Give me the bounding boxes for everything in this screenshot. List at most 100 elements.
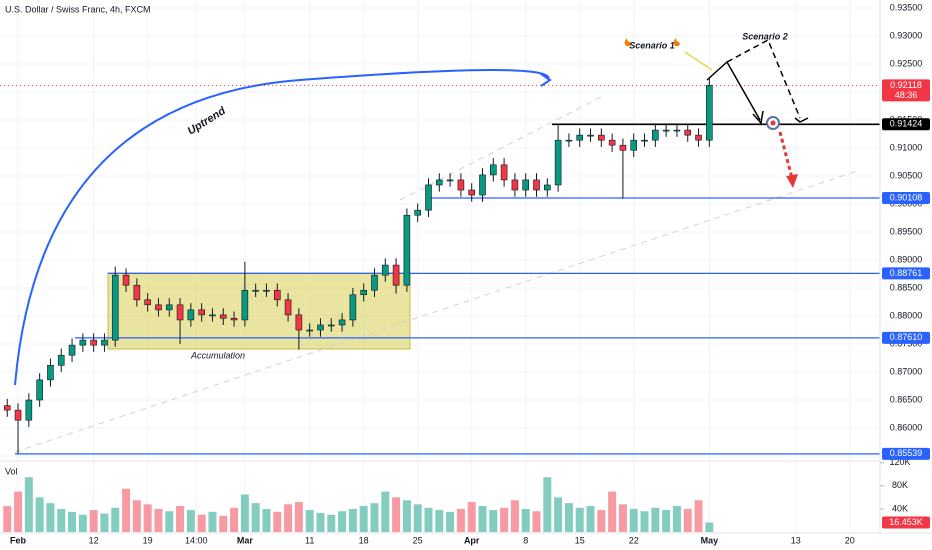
candle-body xyxy=(673,129,681,132)
volume-bar xyxy=(57,508,66,532)
candle-body xyxy=(68,344,76,356)
volume-last-box xyxy=(882,516,930,529)
volume-bar xyxy=(683,508,692,532)
x-tick-label: 19 xyxy=(143,535,153,545)
grid xyxy=(0,0,880,533)
candle-body xyxy=(241,289,249,321)
volume-bar xyxy=(176,506,185,532)
y-tick-label: 0.93000 xyxy=(890,30,923,40)
arrow-head xyxy=(794,117,809,123)
x-tick-label: 8 xyxy=(523,535,528,545)
volume-bar xyxy=(381,491,390,532)
price-line-label: 0.85539 xyxy=(890,448,923,458)
candle-body xyxy=(608,139,616,146)
candle-body xyxy=(381,264,389,276)
flame-icon xyxy=(624,38,631,46)
candle-body xyxy=(133,284,141,301)
volume-bar xyxy=(273,511,282,532)
candle-body xyxy=(306,329,313,332)
volume-bar xyxy=(251,503,260,532)
price-line-label: 0.88761 xyxy=(890,268,923,278)
candle-body xyxy=(263,289,270,292)
candle-body xyxy=(295,314,303,331)
volume-bar xyxy=(608,491,617,532)
candle-body xyxy=(522,179,530,191)
volume-bar xyxy=(564,503,573,532)
volume-bar xyxy=(327,514,336,532)
candle-body xyxy=(101,339,108,346)
candle-body xyxy=(273,289,281,301)
price-line-label-box xyxy=(882,447,930,460)
volume-bar xyxy=(111,507,120,532)
x-tick-label: 22 xyxy=(629,535,639,545)
volume-bar xyxy=(618,504,627,532)
price-line-label: 0.91424 xyxy=(890,119,923,129)
volume-bar xyxy=(208,511,217,532)
volume-bar xyxy=(521,508,530,532)
volume-bar xyxy=(424,507,433,532)
price-line-label-box xyxy=(882,331,930,344)
candle-body xyxy=(468,189,476,196)
price-line-label-box xyxy=(882,118,930,131)
candle-body xyxy=(695,134,702,141)
y-tick-label: 0.88500 xyxy=(890,282,923,292)
x-tick-label: 25 xyxy=(413,535,423,545)
volume-bar xyxy=(489,510,498,532)
candle-body xyxy=(284,299,292,316)
candle-body xyxy=(446,179,454,182)
volume-bar xyxy=(586,506,595,532)
volume-bar xyxy=(14,491,23,532)
volume-bar xyxy=(456,508,465,532)
candle-body xyxy=(187,309,195,321)
arrow-head xyxy=(752,110,764,125)
volume-bar xyxy=(262,508,271,532)
candle-body xyxy=(500,164,508,181)
volume-bar xyxy=(402,500,411,532)
x-tick-label: 13 xyxy=(791,535,801,545)
volume-bar xyxy=(305,510,314,532)
arrow-head xyxy=(540,73,552,87)
candle-body xyxy=(544,184,551,191)
y-tick-label: 0.91000 xyxy=(890,142,923,152)
candle-body xyxy=(457,179,465,191)
candle-body xyxy=(25,399,33,421)
candle-body xyxy=(90,339,97,346)
volume-bar xyxy=(629,508,638,532)
volume-bar xyxy=(338,511,347,532)
volume-bar xyxy=(467,502,476,532)
volume-bar xyxy=(186,510,195,532)
arrow-head xyxy=(786,174,798,188)
volume-bar xyxy=(575,507,584,532)
volume-bar xyxy=(435,510,444,532)
volume-bar xyxy=(705,522,714,532)
volume-bar xyxy=(122,488,131,532)
volume-bar xyxy=(100,513,109,532)
chart-title: U.S. Dollar / Swiss Franc, 4h, FXCM xyxy=(5,4,151,14)
drop-arrow xyxy=(778,131,794,179)
y-tick-label: 0.88000 xyxy=(890,310,923,320)
volume-bar xyxy=(359,506,368,532)
candle-body xyxy=(392,264,400,286)
candle-body xyxy=(327,324,335,327)
candle-body xyxy=(403,214,411,286)
y-tick-label: 0.93500 xyxy=(890,2,923,12)
candle-body xyxy=(587,134,594,137)
candle-body xyxy=(122,274,130,286)
volume-bar xyxy=(24,477,33,532)
candle-body xyxy=(371,274,378,291)
price-line-label-box xyxy=(882,267,930,280)
x-tick-label: 15 xyxy=(575,535,585,545)
scenario-1-path xyxy=(706,60,761,121)
volume-bar xyxy=(500,507,509,532)
candle-body xyxy=(155,304,162,311)
candle-body xyxy=(14,409,22,421)
candle-body xyxy=(3,405,11,411)
volume-bar xyxy=(78,514,87,532)
candle-body xyxy=(435,179,443,186)
volume-bar xyxy=(554,497,563,532)
volume-bar xyxy=(662,510,671,532)
volume-bar xyxy=(165,511,174,532)
uptrend-label: Uptrend xyxy=(186,105,228,138)
volume-bar xyxy=(154,508,163,532)
